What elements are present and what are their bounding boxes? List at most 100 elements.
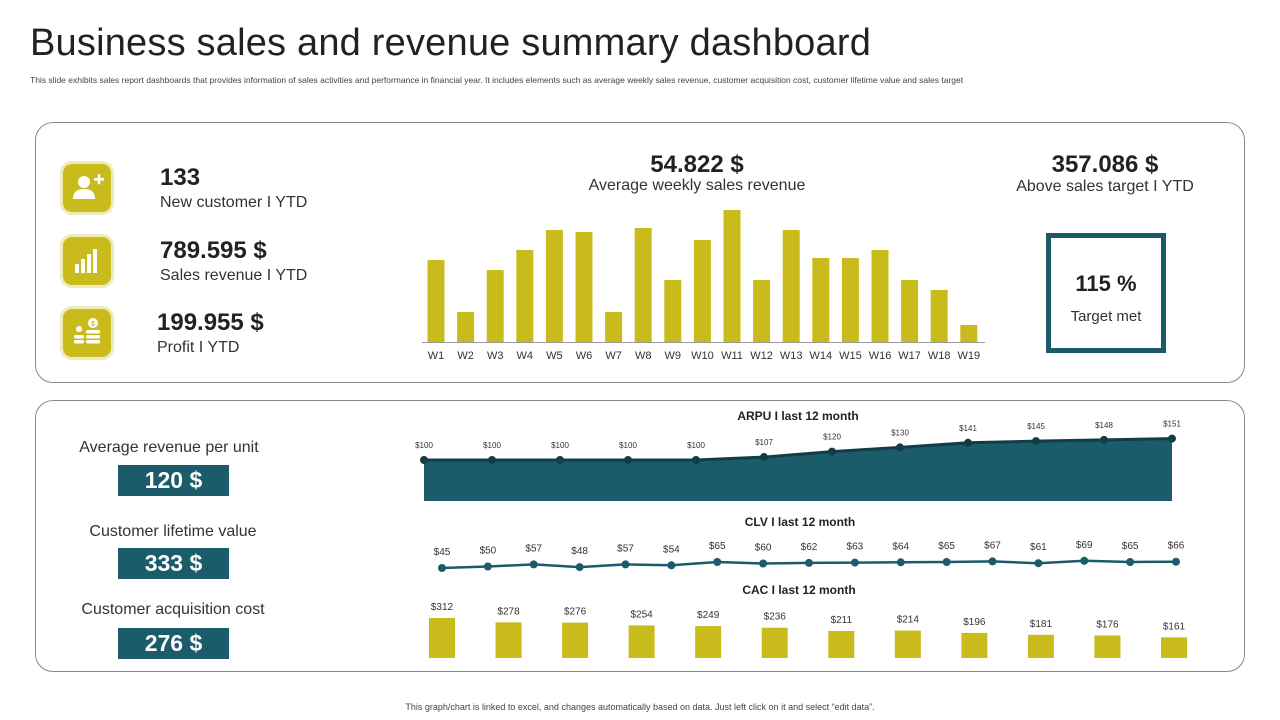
clv-data-label: $54: [663, 544, 680, 555]
clv-data-label: $61: [1030, 542, 1047, 553]
weekly-tick-label: W2: [457, 350, 474, 362]
weekly-bar: [428, 260, 445, 342]
cac-bar: [961, 633, 987, 658]
clv-data-label: $57: [525, 543, 542, 554]
clv-chart-title: CLV I last 12 month: [745, 515, 855, 529]
cac-label: Customer acquisition cost: [53, 601, 293, 619]
clv-point: [1126, 558, 1134, 566]
cac-data-label: $276: [564, 607, 587, 618]
weekly-bar: [546, 230, 563, 342]
arpu-point: [1100, 436, 1108, 444]
arpu-data-label: $100: [551, 441, 569, 450]
weekly-sales-bar-chart: W1 W2 W3 W4 W5 W6 W7 W8 W9 W10 W11 W12 W13 W14 W15 W16 W…: [400, 195, 1000, 370]
weekly-tick-label: W3: [487, 350, 504, 362]
clv-point: [851, 559, 859, 567]
sales-revenue-label: Sales revenue I YTD: [160, 267, 307, 285]
weekly-tick-label: W15: [839, 350, 862, 362]
weekly-bar: [487, 270, 504, 342]
weekly-bar: [783, 230, 800, 342]
new-customer-value: 133: [160, 164, 200, 192]
arpu-label: Average revenue per unit: [49, 439, 289, 457]
arpu-data-label: $100: [687, 441, 705, 450]
cac-data-label: $278: [497, 606, 520, 617]
profit-value: 199.955 $: [157, 309, 264, 337]
arpu-data-label: $120: [823, 433, 841, 442]
clv-point: [713, 558, 721, 566]
weekly-tick-label: W1: [428, 350, 445, 362]
arpu-point: [420, 456, 428, 464]
clv-data-label: $48: [571, 546, 588, 557]
weekly-bar: [901, 280, 918, 342]
arpu-data-label: $151: [1163, 420, 1181, 429]
weekly-bar: [724, 210, 741, 342]
clv-data-label: $60: [755, 543, 772, 554]
clv-point: [1034, 559, 1042, 567]
clv-data-label: $65: [709, 541, 726, 552]
clv-point: [438, 564, 446, 572]
weekly-tick-label: W11: [721, 350, 743, 362]
clv-point: [805, 559, 813, 567]
cac-data-label: $196: [963, 617, 986, 628]
clv-data-label: $63: [847, 542, 864, 553]
cac-data-label: $214: [897, 615, 920, 626]
weekly-bar: [753, 280, 770, 342]
cac-bar: [496, 622, 522, 658]
arpu-data-label: $100: [415, 441, 433, 450]
clv-point: [576, 563, 584, 571]
cac-bar: [1094, 635, 1120, 658]
cac-bar: [429, 618, 455, 658]
cac-bar-chart: CAC I last 12 month $312 $278 $276 $254 $249 $…: [400, 580, 1200, 665]
arpu-area-chart: ARPU I last 12 month $100 $100 $100 $100 $100…: [400, 402, 1200, 507]
clv-point: [759, 560, 767, 568]
arpu-point: [828, 448, 836, 456]
cac-data-label: $249: [697, 610, 720, 621]
arpu-data-label: $100: [619, 441, 637, 450]
weekly-bar: [872, 250, 889, 342]
weekly-bar: [605, 312, 622, 342]
sales-revenue-value: 789.595 $: [160, 237, 267, 265]
clv-data-label: $65: [1122, 541, 1139, 552]
weekly-bar: [457, 312, 474, 342]
arpu-data-label: $107: [755, 438, 773, 447]
arpu-point: [1032, 437, 1040, 445]
clv-data-label: $69: [1076, 540, 1093, 551]
cac-data-label: $176: [1096, 619, 1119, 630]
arpu-area: [424, 439, 1172, 501]
clv-data-label: $65: [938, 541, 955, 552]
arpu-point: [1168, 435, 1176, 443]
weekly-tick-label: W7: [605, 350, 622, 362]
clv-value: 333 $: [118, 548, 229, 579]
weekly-tick-label: W10: [691, 350, 714, 362]
cac-data-label: $254: [631, 609, 654, 620]
cac-bar: [562, 623, 588, 658]
weekly-tick-label: W17: [898, 350, 921, 362]
weekly-sales-label: Average weekly sales revenue: [547, 177, 847, 195]
clv-point: [943, 558, 951, 566]
arpu-point: [964, 439, 972, 447]
page-subtitle: This slide exhibits sales report dashboa…: [30, 75, 963, 85]
cac-value: 276 $: [118, 628, 229, 659]
weekly-tick-label: W8: [635, 350, 652, 362]
arpu-point: [488, 456, 496, 464]
weekly-bar: [812, 258, 829, 342]
weekly-bar: [664, 280, 681, 342]
weekly-tick-label: W19: [957, 350, 980, 362]
footer-note: This graph/chart is linked to excel, and…: [0, 702, 1280, 712]
weekly-tick-label: W6: [576, 350, 593, 362]
cac-chart-title: CAC I last 12 month: [742, 583, 855, 597]
clv-point: [989, 557, 997, 565]
weekly-bar: [931, 290, 948, 342]
weekly-bar: [516, 250, 533, 342]
cac-bar: [629, 625, 655, 658]
page-title: Business sales and revenue summary dashb…: [30, 22, 871, 65]
clv-point: [530, 560, 538, 568]
cac-bar: [762, 628, 788, 658]
cac-bar: [1161, 637, 1187, 658]
cac-data-label: $312: [431, 602, 454, 613]
arpu-data-label: $148: [1095, 421, 1113, 430]
coins-icon: $: [63, 309, 111, 357]
bar-chart-icon: [63, 237, 111, 285]
weekly-bar: [635, 228, 652, 342]
new-customer-label: New customer I YTD: [160, 194, 307, 212]
target-met-box: 115 % Target met: [1046, 233, 1166, 353]
